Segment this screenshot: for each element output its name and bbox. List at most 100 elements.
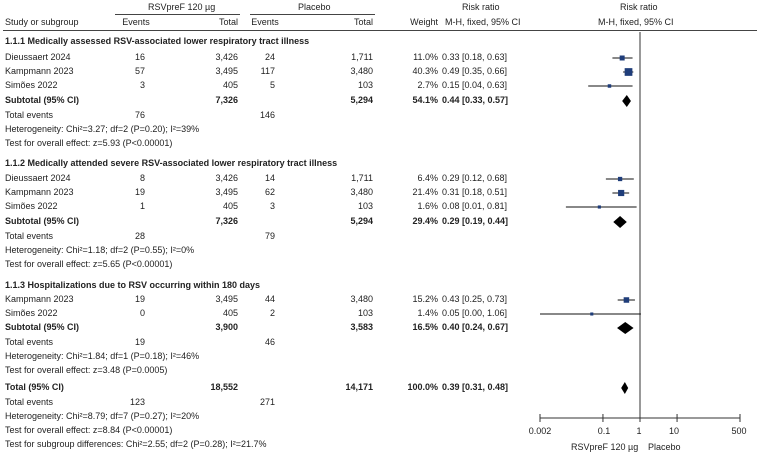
events2-value: 62 [264,187,275,197]
group1-header: RSVpreF 120 µg [148,2,216,12]
total2-value: 103 [357,201,373,211]
events1-value: 3 [139,80,145,90]
effect-square [607,84,612,88]
total2-value: 1,711 [351,173,373,183]
ci-value: 0.33 [0.18, 0.63] [442,52,508,62]
overall-events1: 123 [129,397,145,407]
weight-value: 15.2% [412,294,438,304]
subtotal-total1: 7,326 [215,95,238,105]
subgroup-title: 1.1.2 Medically attended severe RSV-asso… [5,158,338,168]
effect-square [597,205,601,209]
heterogeneity-text: Heterogeneity: Chi²=3.27; df=2 (P=0.20);… [5,124,200,134]
events2-value: 117 [260,66,275,76]
subtotal-total2: 3,583 [350,322,373,332]
total-events-label: Total events [5,231,54,241]
overall-total2: 14,171 [345,382,373,392]
events1-value: 8 [139,173,145,183]
subtotal-total1: 7,326 [215,216,238,226]
total1-value: 3,495 [215,294,238,304]
pooled-diamond [621,382,629,394]
axis-tick-label: 0.1 [597,426,611,436]
total2-value: 3,480 [350,187,373,197]
ci-value: 0.05 [0.00, 1.06] [442,308,508,318]
subgroup-title: 1.1.1 Medically assessed RSV-associated … [5,36,310,46]
weight-value: 2.7% [417,80,438,90]
study-name: Dieussaert 2024 [5,52,71,62]
events1-value: 1 [139,201,145,211]
total-events-label: Total events [5,337,54,347]
events1-value: 19 [134,187,145,197]
ci-value: 0.15 [0.04, 0.63] [442,80,508,90]
weight-value: 1.4% [417,308,438,318]
events1-col-header: Events [122,17,150,27]
pooled-diamond [622,95,631,107]
overall-heterogeneity: Heterogeneity: Chi²=8.79; df=7 (P=0.27);… [5,411,200,421]
study-name: Simões 2022 [5,308,58,318]
subgroup-differences-test: Test for subgroup differences: Chi²=2.55… [5,439,267,449]
effect-square [624,68,633,76]
events2-value: 14 [264,173,275,183]
overall-events2: 271 [259,397,275,407]
total2-value: 103 [357,80,373,90]
weight-value: 11.0% [413,52,438,62]
method-plot-header: M-H, fixed, 95% CI [598,17,674,27]
ci-value: 0.49 [0.35, 0.66] [442,66,508,76]
subtotal-label: Subtotal (95% CI) [5,322,80,332]
overall-effect-text: Test for overall effect: z=3.48 (P=0.000… [5,365,168,375]
total1-col-header: Total [218,17,238,27]
total2-value: 1,711 [351,52,373,62]
overall-effect-text: Test for overall effect: z=5.65 (P<0.000… [5,259,173,269]
heterogeneity-text: Heterogeneity: Chi²=1.84; df=1 (P=0.18);… [5,351,200,361]
study-col-header: Study or subgroup [5,17,79,27]
study-name: Kampmann 2023 [5,294,74,304]
axis-tick-label: 10 [668,426,679,436]
study-name: Simões 2022 [5,80,58,90]
weight-value: 40.3% [412,66,438,76]
events2-value: 44 [264,294,275,304]
subtotal-total2: 5,294 [350,216,373,226]
study-name: Kampmann 2023 [5,66,74,76]
events2-value: 3 [269,201,275,211]
overall-total-label: Total (95% CI) [5,382,64,392]
total2-value: 103 [357,308,373,318]
overall-effect-text: Test for overall effect: z=5.93 (P<0.000… [5,138,173,148]
pooled-diamond [613,216,627,228]
overall-total1: 18,552 [210,382,238,392]
favours-right-label: Placebo [648,442,681,452]
weight-value: 6.4% [417,173,438,183]
axis-tick-label: 0.002 [528,426,552,436]
total1-value: 405 [222,308,238,318]
subtotal-weight: 54.1% [412,95,438,105]
total-events1: 76 [134,110,145,120]
total-events1: 19 [134,337,145,347]
rr-header-plot: Risk ratio [620,2,658,12]
effect-square [619,55,625,61]
total-events2: 46 [264,337,275,347]
heterogeneity-text: Heterogeneity: Chi²=1.18; df=2 (P=0.55);… [5,245,195,255]
axis-tick-label: 500 [731,426,747,436]
ci-value: 0.43 [0.25, 0.73] [442,294,508,304]
ci-value: 0.29 [0.12, 0.68] [442,173,508,183]
method-col-header: M-H, fixed, 95% CI [445,17,521,27]
subtotal-ci: 0.44 [0.33, 0.57] [442,95,509,105]
events2-col-header: Events [251,17,279,27]
effect-square [623,297,630,303]
subtotal-total1: 3,900 [215,322,238,332]
ci-value: 0.08 [0.01, 0.81] [442,201,508,211]
group2-header: Placebo [298,2,331,12]
weight-value: 21.4% [412,187,438,197]
total-events1: 28 [134,231,145,241]
total2-col-header: Total [353,17,373,27]
total1-value: 3,426 [215,52,238,62]
total-events2: 146 [259,110,275,120]
events1-value: 57 [134,66,145,76]
weight-value: 1.6% [417,201,438,211]
pooled-diamond [617,322,634,334]
events1-value: 16 [134,52,145,62]
events2-value: 2 [269,308,275,318]
subtotal-label: Subtotal (95% CI) [5,95,80,105]
total1-value: 3,426 [215,173,238,183]
total-events-label: Total events [5,110,54,120]
events2-value: 5 [269,80,275,90]
favours-left-label: RSVpreF 120 µg [571,442,639,452]
